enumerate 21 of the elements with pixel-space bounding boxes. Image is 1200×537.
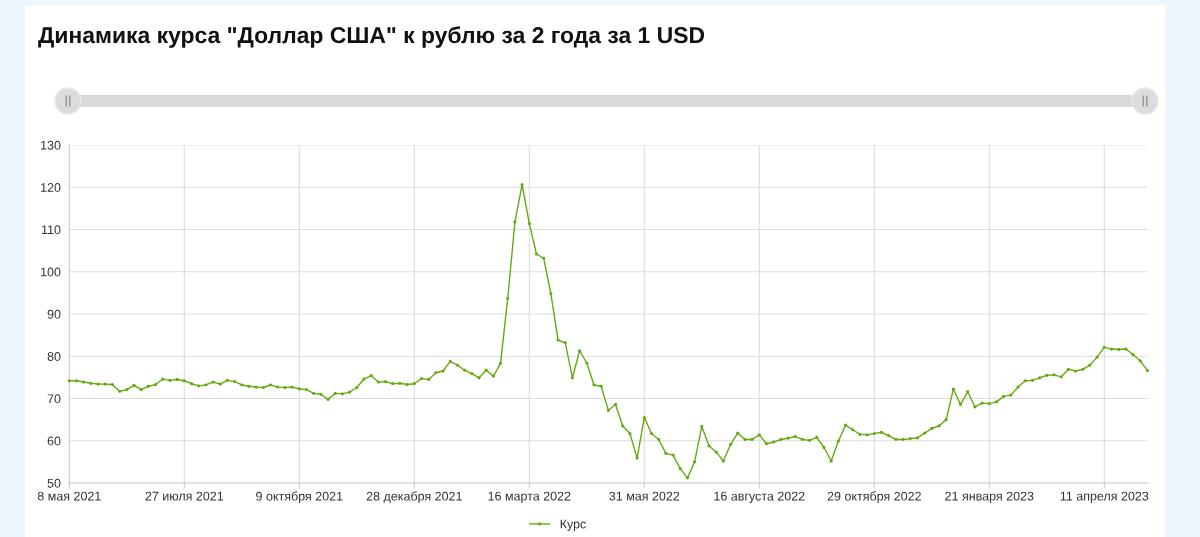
x-tick-label: 9 октября 2021 bbox=[256, 491, 343, 504]
x-tick-label: 8 мая 2021 bbox=[37, 491, 101, 501]
y-tick-label: 60 bbox=[47, 436, 61, 446]
y-tick-label: 90 bbox=[47, 309, 61, 319]
x-tick-label: 11 апреля 2023 bbox=[1060, 491, 1149, 503]
y-tick-label: 70 bbox=[47, 394, 61, 404]
x-tick-label: 16 августа 2022 bbox=[714, 491, 805, 503]
x-tick-label: 21 января 2023 bbox=[945, 491, 1034, 503]
y-tick-label: 100 bbox=[41, 267, 61, 277]
x-tick-label: 27 июля 2021 bbox=[145, 491, 224, 501]
y-tick-label: 50 bbox=[47, 478, 61, 488]
x-tick-label: 16 марта 2022 bbox=[488, 491, 571, 503]
y-tick-label: 110 bbox=[41, 225, 61, 235]
x-tick-label: 28 декабря 2021 bbox=[366, 491, 462, 504]
x-tick-label: 31 мая 2022 bbox=[609, 491, 680, 501]
legend-label: Курс bbox=[560, 519, 586, 531]
chart-title: Динамика курса "Доллар США" к рублю за 2 года за 1 USD bbox=[38, 26, 705, 48]
y-tick-label: 80 bbox=[47, 352, 61, 361]
y-tick-label: 130 bbox=[41, 140, 61, 150]
x-tick-label: 29 октября 2022 bbox=[827, 491, 921, 504]
y-tick-label: 120 bbox=[41, 183, 61, 192]
